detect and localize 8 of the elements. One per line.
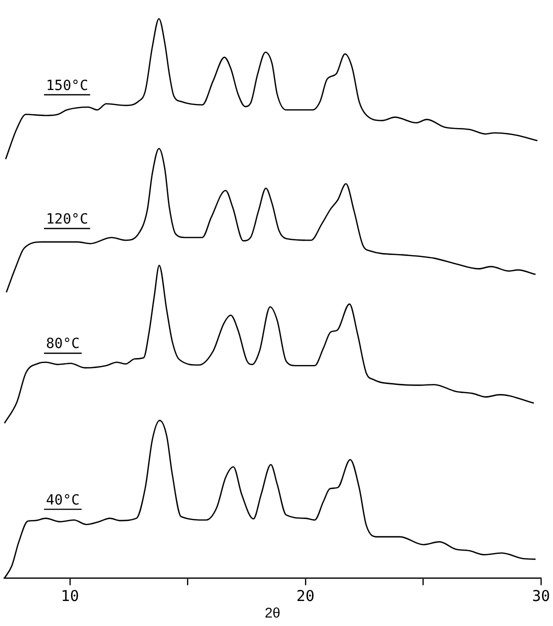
x-tick-label: 20 [296,587,314,606]
x-tick-label: 30 [532,587,550,606]
series-label: 150°C [46,78,88,94]
series-label: 40°C [46,492,80,508]
x-axis-title: 2θ [264,604,280,620]
series-label: 80°C [46,336,80,352]
series-label: 120°C [46,211,88,228]
x-tick-label: 10 [60,587,79,606]
